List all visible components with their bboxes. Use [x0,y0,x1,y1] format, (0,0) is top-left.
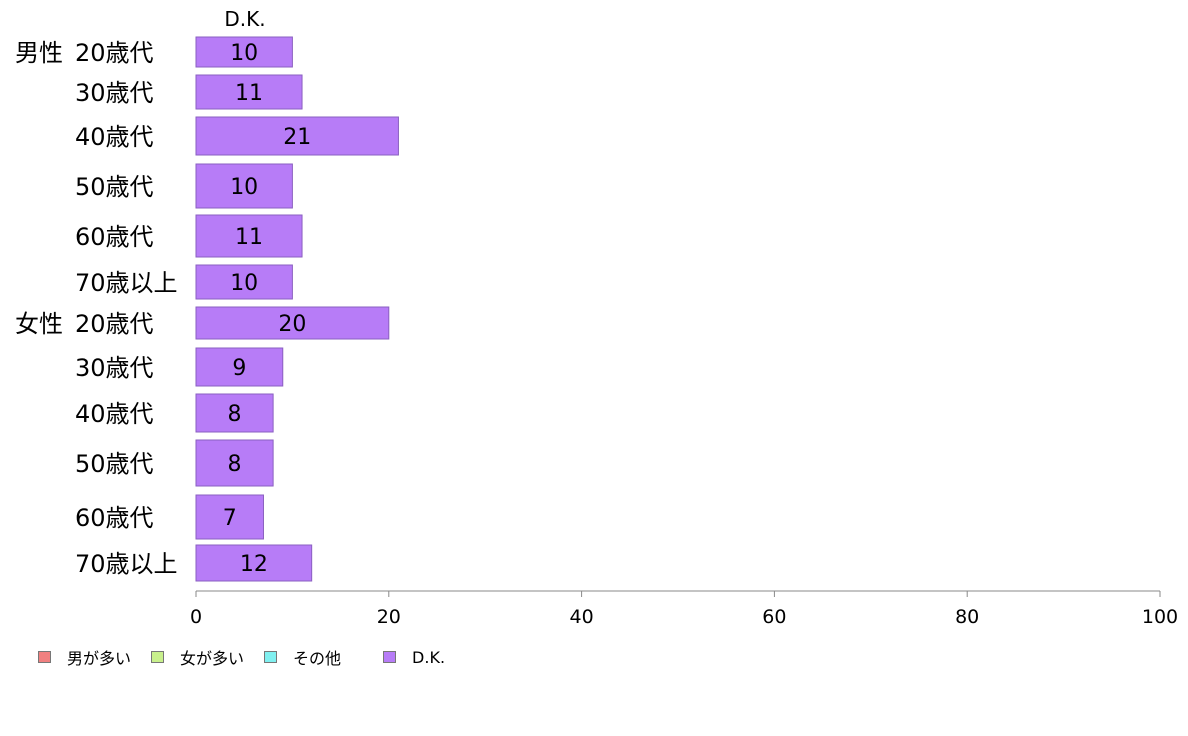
group-label: 女性 [15,310,63,338]
row-label: 30歳代 [75,354,154,382]
row-label: 20歳代 [75,39,154,67]
x-tick-label: 80 [955,606,979,628]
legend-item: 男が多い [38,645,131,669]
legend-item: D.K. [383,648,445,667]
bar-value-label: 20 [278,312,306,337]
bar-value-label: 7 [223,506,237,531]
row-label: 40歳代 [75,123,154,151]
bar-value-label: 10 [230,175,258,200]
bar [195,214,303,258]
bar [195,163,293,209]
bar-value-label: 12 [240,552,268,577]
bar-value-label: 8 [228,452,242,477]
legend-label: その他 [293,649,342,668]
legend-swatch [38,651,51,663]
x-tick-label: 40 [570,606,594,628]
legend-swatch [383,651,397,663]
row-label: 60歳代 [75,223,154,251]
x-axis: 0 20 40 60 80 100 [190,590,1178,628]
row-label: 50歳代 [75,173,154,201]
bar [195,116,399,156]
legend-label: 女が多い [180,649,245,668]
bar-value-label: 8 [228,402,242,427]
legend-swatch [151,651,165,663]
column-header: D.K. [224,7,265,31]
bar-value-label: 10 [230,271,258,296]
row-label: 20歳代 [75,310,154,338]
x-tick-label: 60 [762,606,786,628]
bar [195,74,303,110]
group-label: 男性 [15,39,63,67]
bar-value-label: 21 [283,125,311,150]
legend-swatch [264,651,278,663]
row-label: 50歳代 [75,450,154,478]
bar [195,393,274,433]
legend-label: D.K. [412,647,446,667]
x-tick-label: 20 [377,606,401,628]
bar [195,306,390,340]
bar-value-label: 11 [235,225,263,250]
bar-value-label: 9 [232,356,246,381]
legend: 男が多い 女が多い その他 D.K. [38,645,445,669]
bar [195,36,293,68]
row-label: 30歳代 [75,79,154,107]
row-label: 70歳以上 [75,269,178,297]
x-tick-label: 100 [1142,606,1178,628]
legend-label: 男が多い [67,649,132,668]
row-label: 60歳代 [75,504,154,532]
bar [195,264,293,300]
bar [195,347,284,387]
x-tick-label: 0 [190,606,202,628]
bar-value-label: 10 [230,41,258,66]
bar-value-label: 11 [235,81,263,106]
bar [195,439,274,487]
bar [195,544,313,582]
row-label: 70歳以上 [75,550,178,578]
row-label: 40歳代 [75,400,154,428]
legend-item: 女が多い [151,645,244,669]
legend-item: その他 [264,645,341,669]
bar [195,494,264,540]
